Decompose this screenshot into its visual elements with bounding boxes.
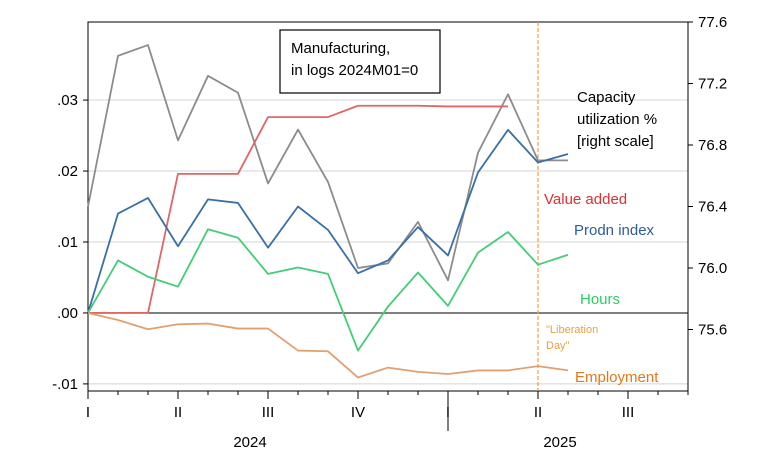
series-layer bbox=[87, 22, 569, 391]
gridlines bbox=[88, 99, 688, 385]
left-tick-label: .02 bbox=[57, 163, 78, 180]
right-tick-label: 77.2 bbox=[698, 76, 727, 93]
x-tick-label: III bbox=[262, 404, 275, 421]
x-tick-label: IV bbox=[351, 404, 365, 421]
x-tick-label: I bbox=[86, 404, 90, 421]
left-tick-label: .01 bbox=[57, 234, 78, 251]
series-line bbox=[87, 128, 569, 314]
left-tick-label: .03 bbox=[57, 92, 78, 109]
right-axis-ticks: 77.6 77.2 76.8 76.4 76.0 75.6 bbox=[688, 14, 727, 339]
left-tick-label: .00 bbox=[57, 305, 78, 322]
annotation-label: Day" bbox=[546, 340, 570, 352]
left-axis-ticks: .03 .02 .01 .00 -.01 bbox=[52, 92, 88, 393]
series-label: Hours bbox=[580, 291, 620, 308]
title-box-border bbox=[279, 29, 441, 94]
title-text: in logs 2024M01=0 bbox=[291, 62, 418, 79]
annotation-label: "Liberation bbox=[546, 324, 598, 336]
series-label: Employment bbox=[575, 369, 659, 386]
x-tick-label: III bbox=[622, 404, 635, 421]
title-text: Manufacturing, bbox=[291, 40, 390, 57]
x-axis-ticks: IIIIIIIVIIIIII20242025 bbox=[86, 391, 689, 451]
right-tick-label: 76.0 bbox=[698, 260, 727, 277]
series-label: [right scale] bbox=[577, 133, 654, 150]
year-label: 2025 bbox=[543, 434, 576, 451]
chart-title-box: Manufacturing, in logs 2024M01=0 bbox=[279, 29, 441, 94]
series-label: Capacity bbox=[577, 89, 636, 106]
series-label: Value added bbox=[544, 191, 627, 208]
series-label: Prodn index bbox=[574, 222, 655, 239]
year-label: 2024 bbox=[233, 434, 266, 451]
series-label: utilization % bbox=[577, 111, 657, 128]
x-tick-label: II bbox=[534, 404, 542, 421]
right-tick-label: 77.6 bbox=[698, 14, 727, 31]
series-line bbox=[87, 44, 568, 282]
series-line bbox=[88, 104, 508, 314]
series-labels: Capacity utilization % [right scale] Value … bbox=[544, 89, 659, 386]
series-line bbox=[87, 312, 569, 379]
x-tick-label: II bbox=[174, 404, 182, 421]
right-tick-label: 76.4 bbox=[698, 199, 727, 216]
right-tick-label: 76.8 bbox=[698, 137, 727, 154]
left-tick-label: -.01 bbox=[52, 376, 78, 393]
series-line bbox=[87, 228, 569, 352]
right-tick-label: 75.6 bbox=[698, 322, 727, 339]
